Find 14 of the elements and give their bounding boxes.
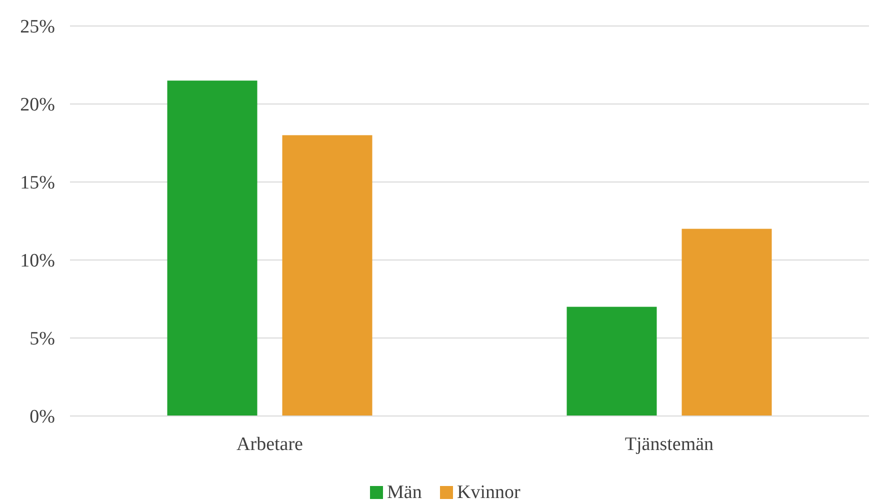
y-tick-label: 25% (20, 16, 56, 38)
bar (167, 80, 258, 416)
legend-label: Kvinnor (457, 482, 521, 503)
y-tick-label: 10% (20, 250, 56, 272)
y-tick-label: 0% (30, 406, 56, 428)
bar (682, 228, 772, 416)
bar (566, 306, 657, 416)
bar (282, 135, 372, 416)
legend-label: Män (387, 482, 422, 503)
y-tick-label: 15% (20, 172, 56, 194)
y-tick-label: 5% (30, 328, 56, 350)
x-tick-label: Tjänstemän (624, 434, 714, 455)
x-tick-label: Arbetare (236, 434, 303, 455)
y-tick-label: 20% (20, 94, 56, 116)
